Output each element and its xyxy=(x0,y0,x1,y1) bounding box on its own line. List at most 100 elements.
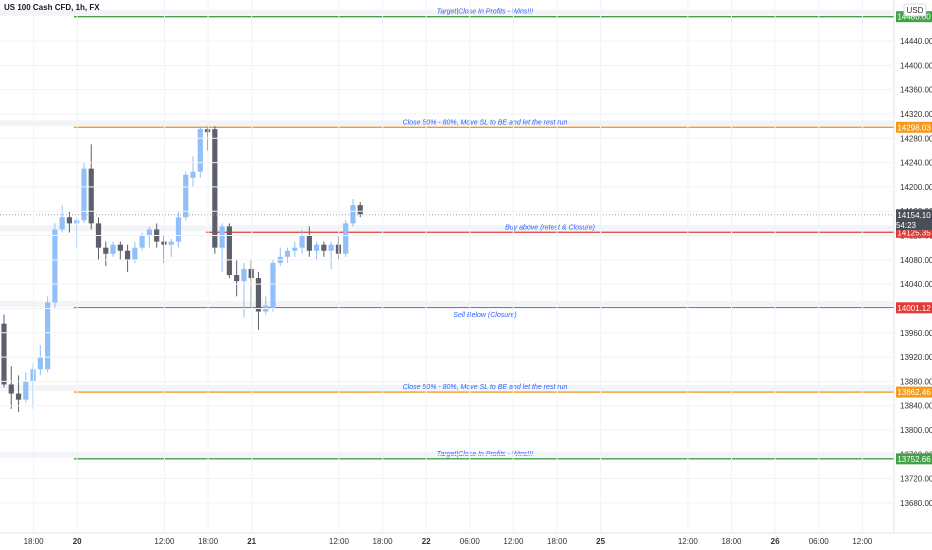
candle-body xyxy=(343,223,349,254)
currency-label: USD xyxy=(907,6,924,15)
price-tick-label: 13680.00 xyxy=(900,499,932,508)
candle-body xyxy=(292,247,298,251)
time-tick-label: 12:00 xyxy=(678,537,699,546)
price-tick-label: 14280.00 xyxy=(900,134,932,143)
candle-body xyxy=(175,217,182,242)
time-tick-label: 12:00 xyxy=(503,537,524,546)
level-tag-label: 14001.12 xyxy=(897,304,931,313)
time-tick-label: 12:00 xyxy=(329,537,350,546)
current-tag-bg xyxy=(896,209,932,231)
candle-body xyxy=(328,244,334,251)
level-tag-bg xyxy=(896,386,932,398)
candle-body xyxy=(234,275,240,282)
candle-body xyxy=(103,247,109,254)
candle-body xyxy=(321,244,327,251)
price-tick-label: 14080.00 xyxy=(900,256,932,265)
level-annotation: Sell Below (Closure) xyxy=(453,312,516,319)
candle-body xyxy=(110,244,116,254)
price-tick-label: 13920.00 xyxy=(900,353,932,362)
level-tag-bg xyxy=(896,11,932,23)
time-tick-label: 20 xyxy=(73,537,82,546)
candle-body xyxy=(132,247,138,260)
candle-body xyxy=(306,235,312,251)
time-tick-label: 12:00 xyxy=(154,537,175,546)
level-annotation: Target|Close In Profits - Wins!!! xyxy=(437,9,533,16)
time-tick-label: 18:00 xyxy=(198,537,219,546)
current-price-label: 14154.10 xyxy=(897,211,931,220)
price-tick-label: 13960.00 xyxy=(900,329,932,338)
level-annotation: Close 50% - 80%, Move SL to BE and let t… xyxy=(403,119,568,126)
candle-body xyxy=(168,241,174,245)
candle-body xyxy=(212,129,218,248)
candle-body xyxy=(357,205,363,215)
price-tick-label: 13800.00 xyxy=(900,426,932,435)
candle-body xyxy=(284,250,291,257)
candle-body xyxy=(197,129,203,172)
level-tag-label: 13752.66 xyxy=(897,455,931,464)
currency-badge[interactable]: USD xyxy=(903,3,927,17)
level-zone xyxy=(0,385,894,392)
candle-body xyxy=(1,323,7,385)
level-tag-bg xyxy=(896,302,932,314)
price-tick-label: 13720.00 xyxy=(900,475,932,484)
price-tick-label: 14360.00 xyxy=(900,86,932,95)
level-tag-bg xyxy=(896,453,932,465)
candle-body xyxy=(8,384,14,394)
candle-body xyxy=(117,244,123,251)
price-tick-label: 14400.00 xyxy=(900,61,932,70)
level-price-tags: 14480.00 14298.03 14125.35 14001.12 13862.46… xyxy=(896,11,932,465)
candle-body xyxy=(146,229,152,236)
level-tag-label: 14125.35 xyxy=(897,228,931,237)
time-tick-label: 18:00 xyxy=(547,537,568,546)
time-tick-label: 06:00 xyxy=(460,537,481,546)
candle-body xyxy=(350,205,356,224)
time-tick-label: 21 xyxy=(247,537,256,546)
price-tick-label: 14440.00 xyxy=(900,37,932,46)
candle-body xyxy=(59,217,65,230)
price-tick-label: 13840.00 xyxy=(900,402,932,411)
level-annotation: Close 50% - 80%, Move SL to BE and let t… xyxy=(403,384,568,391)
time-tick-label: 18:00 xyxy=(24,537,45,546)
candle-body xyxy=(15,393,22,400)
price-axis[interactable]: 14440.00 14400.00 14360.00 14320.00 14280.00… xyxy=(0,0,932,533)
candle-body xyxy=(299,235,305,248)
time-tick-label: 22 xyxy=(422,537,431,546)
level-zone xyxy=(0,225,894,232)
level-annotation: Buy above (retest & Closure) xyxy=(505,224,595,231)
price-tick-label: 14200.00 xyxy=(900,183,932,192)
level-tag-label: 13862.46 xyxy=(897,388,931,397)
candle-body xyxy=(81,168,87,221)
time-tick-label: 26 xyxy=(771,537,780,546)
candle-body xyxy=(124,250,131,260)
price-levels[interactable]: Target|Close In Profits - Wins!!! Close 5… xyxy=(74,9,894,460)
level-tag-bg xyxy=(896,226,932,238)
level-tag-bg xyxy=(896,121,932,133)
level-zone xyxy=(0,120,894,127)
level-zone xyxy=(0,9,894,16)
candle-countdown: 54:23 xyxy=(896,221,917,230)
price-tick-label: 14040.00 xyxy=(900,280,932,289)
candle-body xyxy=(183,174,189,218)
candle-body xyxy=(139,235,145,248)
candle-body xyxy=(270,262,276,309)
candle-body xyxy=(45,302,51,370)
price-tick-label: 13880.00 xyxy=(900,377,932,386)
level-tag-label: 14298.03 xyxy=(897,123,931,132)
price-tick-label: 14240.00 xyxy=(900,159,932,168)
candle-body xyxy=(66,217,73,224)
candle-body xyxy=(255,278,262,312)
candle-body xyxy=(23,381,29,400)
time-tick-label: 25 xyxy=(596,537,605,546)
candle-body xyxy=(314,244,320,251)
level-zone xyxy=(0,300,894,307)
candle-body xyxy=(37,357,43,370)
candlesticks xyxy=(1,126,363,412)
price-tick-label: 14320.00 xyxy=(900,110,932,119)
candle-body xyxy=(52,229,58,303)
chart-title: US 100 Cash CFD, 1h, FX xyxy=(4,3,100,12)
time-tick-label: 06:00 xyxy=(809,537,830,546)
time-tick-label: 12:00 xyxy=(0,537,1,546)
